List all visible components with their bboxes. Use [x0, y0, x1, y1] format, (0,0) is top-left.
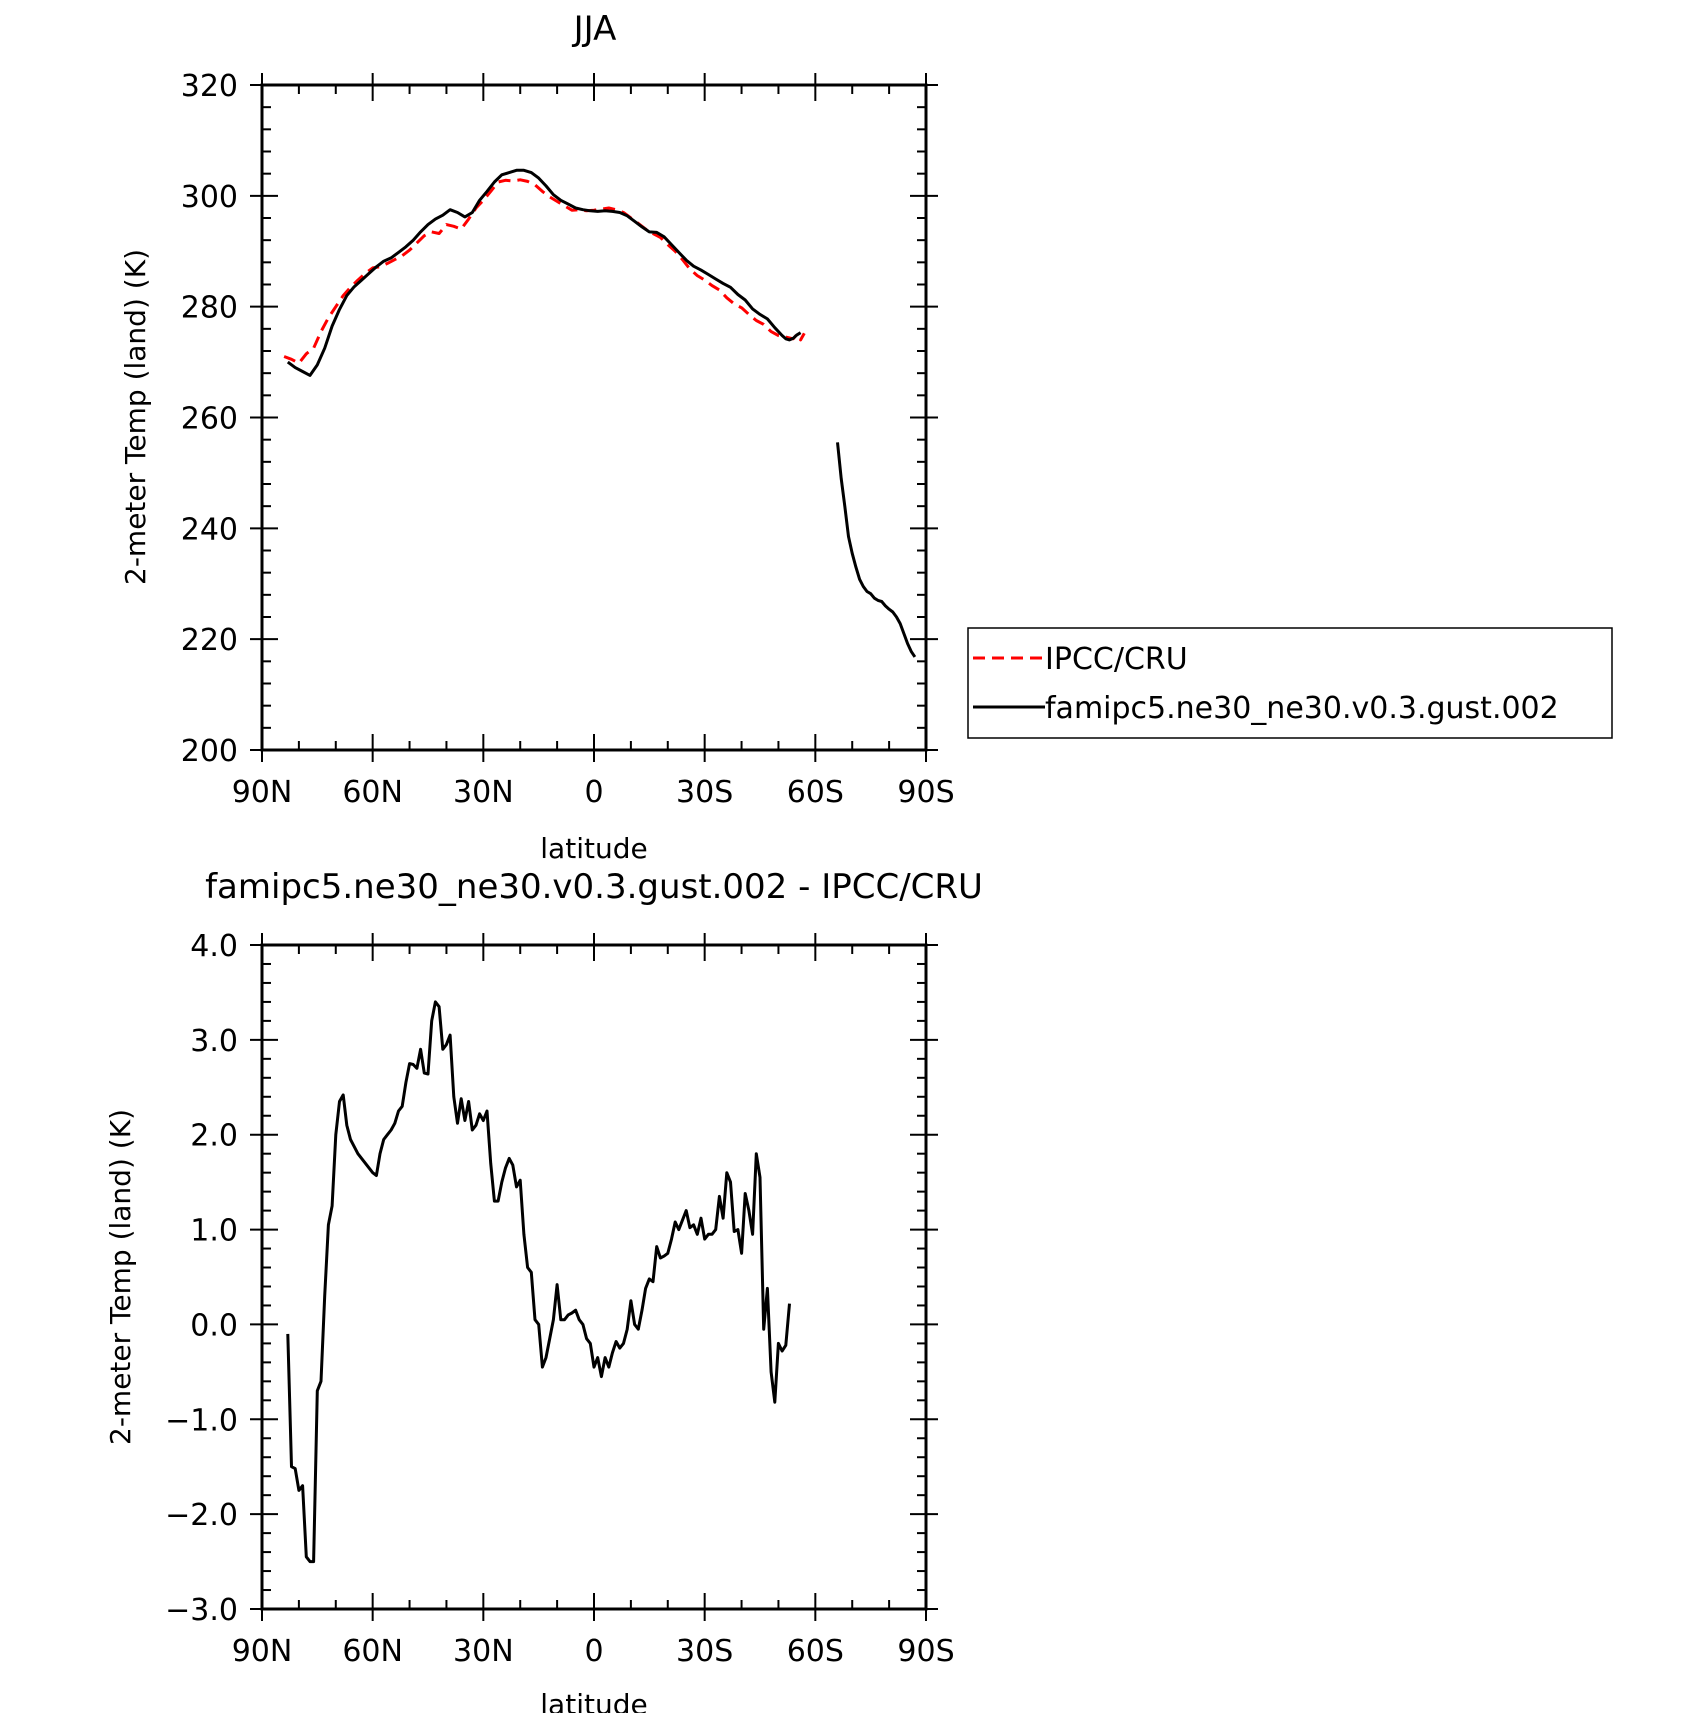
legend-label-ipcc: IPCC/CRU: [1045, 642, 1188, 677]
series-line-ipcc-cru-segment-0: [283, 178, 806, 365]
x-tick-label: 60S: [787, 775, 844, 810]
y-tick-label: 0.0: [190, 1308, 238, 1343]
y-tick-label: 260: [181, 402, 238, 437]
y-axis-label: 2-meter Temp (land) (K): [104, 1109, 137, 1445]
x-tick-label: 90S: [897, 1634, 954, 1669]
y-tick-label: 300: [181, 180, 238, 215]
y-tick-label: 320: [181, 69, 238, 104]
series-line-model-segment-0: [286, 168, 802, 377]
legend: IPCC/CRU famipc5.ne30_ne30.v0.3.gust.002: [967, 627, 1613, 739]
chart-title: famipc5.ne30_ne30.v0.3.gust.002 - IPCC/C…: [205, 867, 983, 907]
x-tick-label: 90S: [897, 775, 954, 810]
x-tick-label: 30N: [453, 1634, 514, 1669]
x-tick-label: 30S: [676, 1634, 733, 1669]
x-tick-label: 90N: [232, 1634, 293, 1669]
y-tick-label: −1.0: [165, 1403, 238, 1438]
y-tick-label: −2.0: [165, 1498, 238, 1533]
plot-frame: [260, 943, 928, 1611]
y-tick-label: 1.0: [190, 1214, 238, 1249]
series-line-model-segment-1: [836, 442, 917, 658]
x-tick-label: 90N: [232, 775, 293, 810]
plot-frame: [260, 83, 928, 752]
x-tick-label: 30N: [453, 775, 514, 810]
y-axis-label: 2-meter Temp (land) (K): [119, 249, 152, 585]
x-tick-label: 60N: [342, 775, 403, 810]
y-tick-label: 280: [181, 291, 238, 326]
y-tick-label: 240: [181, 512, 238, 547]
y-tick-label: 2.0: [190, 1119, 238, 1154]
y-tick-label: −3.0: [165, 1593, 238, 1628]
x-axis-label: latitude: [540, 832, 647, 865]
axis-ticks: 90N 60N 30N 0 30S 60S 90S 320 300 280 260 240 220 200: [181, 69, 955, 810]
x-tick-label: 30S: [676, 775, 733, 810]
difference-panel: famipc5.ne30_ne30.v0.3.gust.002 - IPCC/C…: [104, 867, 983, 1713]
x-tick-label: 0: [584, 1634, 603, 1669]
y-tick-label: 3.0: [190, 1024, 238, 1059]
y-tick-label: 220: [181, 623, 238, 658]
y-tick-label: 4.0: [190, 929, 238, 964]
chart-title: JJA: [572, 9, 617, 49]
legend-label-model: famipc5.ne30_ne30.v0.3.gust.002: [1045, 691, 1559, 726]
legend-box: [967, 627, 1613, 739]
series-line-difference-segment-0: [286, 1000, 791, 1564]
y-tick-label: 200: [181, 734, 238, 769]
x-axis-label: latitude: [540, 1688, 647, 1713]
axis-ticks: 90N 60N 30N 0 30S 60S 90S 4.0 3.0 2.0 1.0 0.0 −1.0 −2…: [165, 929, 954, 1669]
x-tick-label: 60N: [342, 1634, 403, 1669]
x-tick-label: 0: [584, 775, 603, 810]
x-tick-label: 60S: [787, 1634, 844, 1669]
temperature-panel: JJA 90N 60N 30N 0 30S 60S 90S 320 300 280 260 240 22…: [119, 9, 1613, 865]
